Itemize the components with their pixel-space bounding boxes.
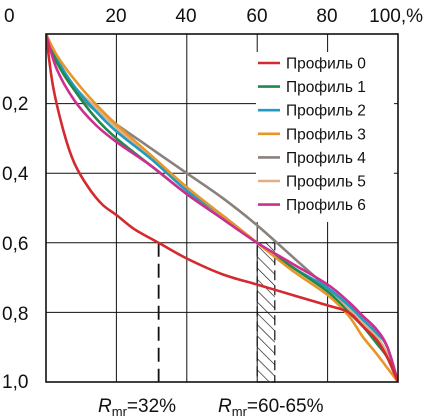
legend: Профиль 0 Профиль 1 Профиль 2 Профиль 3 Проф… — [256, 52, 394, 222]
rmr-60-65-hatched-band — [256, 242, 276, 383]
legend-label: Профиль 4 — [286, 150, 366, 167]
series-line-profile-6 — [46, 34, 398, 382]
y-tick-label: 0,8 — [2, 304, 28, 325]
y-tick-label: 1,0 — [2, 372, 28, 393]
x-tick-label: 80 — [316, 6, 337, 27]
legend-label: Профиль 2 — [286, 103, 366, 120]
series-layer — [46, 34, 398, 382]
y-tick-label: 0,2 — [2, 94, 28, 115]
legend-label: Профиль 3 — [286, 126, 366, 143]
x-tick-label: 60 — [246, 6, 267, 27]
x-tick-label: 20 — [105, 6, 126, 27]
annotation-rmr-60-65: Rmr=60-65% — [218, 396, 324, 418]
x-tick-label: 0 — [4, 6, 15, 27]
legend-label: Профиль 0 — [286, 56, 366, 73]
legend-background — [256, 52, 394, 222]
x-tick-label: 40 — [175, 6, 196, 27]
x-tick-label: 100,% — [369, 6, 423, 27]
y-tick-label: 0,6 — [2, 234, 28, 255]
annotation-rmr-32: Rmr=32% — [98, 396, 176, 418]
y-tick-labels: 0,2 0,4 0,6 0,8 1,0 — [2, 94, 29, 393]
x-tick-labels: 0 20 40 60 80 100,% — [4, 6, 423, 27]
legend-label: Профиль 6 — [286, 197, 366, 214]
plot-frame — [45, 33, 399, 383]
legend-label: Профиль 1 — [286, 79, 366, 96]
legend-label: Профиль 5 — [286, 174, 366, 191]
y-tick-label: 0,4 — [2, 164, 29, 185]
series-line-profile-0 — [46, 34, 398, 382]
series-line-profile-3 — [46, 34, 398, 382]
